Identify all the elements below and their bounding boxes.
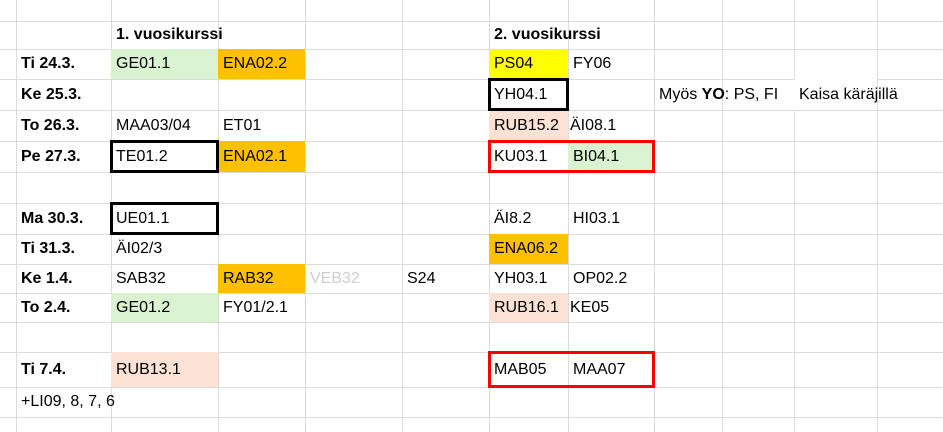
- cell[interactable]: SAB32: [116, 269, 166, 287]
- gridline-horizontal: [0, 110, 943, 111]
- gridline-horizontal: [0, 141, 943, 142]
- gridline-horizontal: [0, 264, 943, 265]
- cell[interactable]: YH04.1: [494, 85, 548, 103]
- day-label[interactable]: Ke 25.3.: [21, 85, 82, 103]
- note-prefix: Myös: [659, 85, 702, 103]
- cell[interactable]: RUB15.2: [489, 110, 568, 141]
- cell[interactable]: KE05: [570, 298, 610, 316]
- gridline-vertical: [489, 0, 490, 432]
- gridline-vertical: [16, 0, 17, 432]
- cell[interactable]: FY01/2.1: [223, 298, 288, 316]
- cell[interactable]: MAB05: [494, 360, 547, 378]
- cell[interactable]: ET01: [223, 116, 262, 134]
- note-rest: : PS, FI: [724, 85, 779, 103]
- gridline-horizontal: [0, 203, 943, 204]
- cell[interactable]: YH03.1: [494, 269, 548, 287]
- cell[interactable]: MAA07: [573, 360, 626, 378]
- gridline-horizontal: [0, 21, 943, 22]
- cell[interactable]: RAB32: [218, 264, 305, 293]
- cell[interactable]: TE01.2: [116, 147, 168, 165]
- note-cell-2[interactable]: Kaisa käräjillä: [794, 79, 898, 110]
- gridline-horizontal: [0, 49, 943, 50]
- note-cell[interactable]: Myös YO: PS, FI: [654, 79, 794, 110]
- cell[interactable]: OP02.2: [573, 269, 628, 287]
- cell[interactable]: S24: [407, 269, 436, 287]
- gridline-horizontal: [0, 322, 943, 323]
- cell[interactable]: ÄI02/3: [116, 240, 163, 257]
- cell[interactable]: ENA06.2: [489, 234, 568, 264]
- cell[interactable]: ÄI08.1: [570, 116, 617, 134]
- cell[interactable]: RUB13.1: [111, 352, 218, 387]
- gridline-horizontal: [0, 417, 943, 418]
- cell[interactable]: GE01.1: [111, 49, 218, 79]
- day-label[interactable]: Ke 1.4.: [21, 269, 73, 287]
- cell[interactable]: HI03.1: [573, 209, 621, 227]
- cell[interactable]: RUB16.1: [489, 293, 568, 322]
- cell[interactable]: FY06: [573, 55, 612, 72]
- cell[interactable]: KU03.1: [494, 147, 548, 165]
- header-year1[interactable]: 1. vuosikurssi: [116, 26, 223, 43]
- day-label[interactable]: Ti 24.3.: [21, 55, 75, 72]
- gridline-vertical: [794, 0, 795, 432]
- gridline-vertical: [722, 0, 723, 432]
- note-cell[interactable]: +LI09, 8, 7, 6: [21, 393, 115, 410]
- gridline-horizontal: [0, 172, 943, 173]
- cell[interactable]: ENA02.2: [218, 49, 305, 79]
- gridline-vertical: [877, 0, 878, 432]
- day-label[interactable]: To 2.4.: [21, 298, 71, 316]
- cell[interactable]: ENA02.1: [218, 141, 305, 172]
- day-label[interactable]: Ti 31.3.: [21, 240, 75, 257]
- cell[interactable]: GE01.2: [111, 293, 218, 322]
- day-label[interactable]: Pe 27.3.: [21, 147, 81, 165]
- gridline-vertical: [568, 0, 569, 432]
- day-label[interactable]: Ti 7.4.: [21, 360, 67, 378]
- cell[interactable]: MAA03/04: [116, 116, 191, 134]
- gridline-vertical: [402, 0, 403, 432]
- gridline-horizontal: [0, 234, 943, 235]
- gridline-horizontal: [0, 293, 943, 294]
- header-year2[interactable]: 2. vuosikurssi: [494, 26, 601, 43]
- day-label[interactable]: Ma 30.3.: [21, 209, 84, 227]
- day-label[interactable]: To 26.3.: [21, 116, 80, 134]
- cell[interactable]: VEB32: [310, 269, 360, 287]
- gridline-horizontal: [0, 387, 943, 388]
- gridline-horizontal: [0, 352, 943, 353]
- cell[interactable]: UE01.1: [116, 209, 170, 227]
- gridline-vertical: [654, 0, 655, 432]
- cell[interactable]: PS04: [489, 49, 568, 79]
- cell[interactable]: BI04.1: [568, 141, 654, 172]
- note-bold: YO: [701, 85, 725, 103]
- gridline-horizontal: [0, 79, 943, 80]
- cell[interactable]: ÄI8.2: [494, 209, 532, 227]
- gridline-vertical: [305, 0, 306, 432]
